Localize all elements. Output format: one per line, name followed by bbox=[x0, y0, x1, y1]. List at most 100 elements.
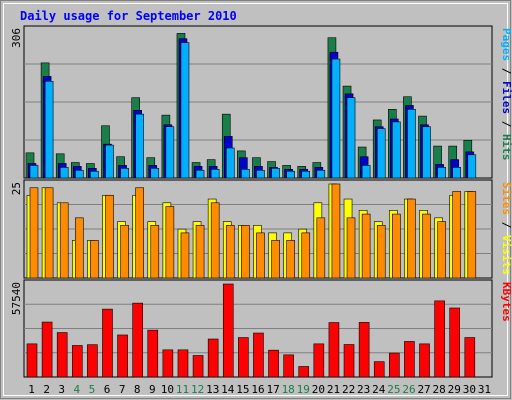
visits-bar-sites-day-2 bbox=[44, 187, 54, 279]
panel-hits: 306 Pages / Files / Hits bbox=[10, 25, 512, 179]
x-tick-label-day-26: 26 bbox=[402, 383, 415, 396]
x-tick-label-day-30: 30 bbox=[463, 383, 476, 396]
visits-bar-sites-day-13 bbox=[210, 202, 220, 279]
x-tick-label-day-11: 11 bbox=[176, 383, 189, 396]
hits-bar-pages-day-5 bbox=[90, 170, 99, 179]
hits-bar-pages-day-20 bbox=[316, 169, 326, 179]
kbytes-bar-kbytes-day-26 bbox=[404, 341, 415, 378]
kbytes-bar-kbytes-day-14 bbox=[222, 283, 234, 378]
x-tick-label-day-25: 25 bbox=[387, 383, 400, 396]
visits-ymax-label: 25 bbox=[10, 182, 23, 195]
x-tick-label-day-28: 28 bbox=[433, 383, 446, 396]
kbytes-bar-kbytes-day-7 bbox=[117, 334, 128, 378]
x-tick-label-day-7: 7 bbox=[119, 383, 126, 396]
x-tick-label-day-5: 5 bbox=[89, 383, 96, 396]
visits-bar-sites-day-29 bbox=[452, 191, 462, 279]
x-tick-label-day-15: 15 bbox=[236, 383, 249, 396]
visits-bar-sites-day-27 bbox=[422, 213, 431, 279]
x-tick-label-day-13: 13 bbox=[206, 383, 219, 396]
kbytes-bar-kbytes-day-21 bbox=[328, 322, 340, 378]
hits-legend-part: Files bbox=[500, 81, 512, 114]
kbytes-bar-kbytes-day-15 bbox=[238, 337, 249, 378]
hits-bar-pages-day-23 bbox=[361, 165, 371, 179]
kbytes-bar-kbytes-day-10 bbox=[162, 349, 174, 378]
kbytes-bar-kbytes-day-5 bbox=[87, 344, 98, 378]
x-tick-label-day-16: 16 bbox=[251, 383, 264, 396]
x-tick-label-day-23: 23 bbox=[357, 383, 370, 396]
hits-legend-part: Hits bbox=[500, 134, 512, 161]
kbytes-legend: KBytes bbox=[500, 282, 512, 322]
visits-bar-sites-day-18 bbox=[286, 240, 295, 279]
hits-bar-pages-day-21 bbox=[331, 58, 341, 179]
hits-bar-pages-day-19 bbox=[301, 170, 311, 179]
visits-bar-sites-day-8 bbox=[135, 187, 144, 279]
kbytes-bar-kbytes-day-13 bbox=[207, 338, 219, 378]
hits-bar-pages-day-18 bbox=[286, 170, 295, 179]
hits-bar-pages-day-22 bbox=[346, 97, 356, 179]
visits-bar-sites-day-4 bbox=[74, 217, 84, 279]
hits-legend: Pages / Files / Hits bbox=[500, 28, 512, 161]
visits-bar-sites-day-24 bbox=[376, 225, 386, 279]
kbytes-bar-kbytes-day-6 bbox=[102, 308, 113, 378]
hits-bar-pages-day-17 bbox=[271, 168, 280, 179]
visits-bar-sites-day-3 bbox=[59, 202, 69, 279]
kbytes-bar-kbytes-day-16 bbox=[253, 332, 264, 378]
visits-bar-sites-day-25 bbox=[392, 213, 401, 279]
visits-legend-part: Visits bbox=[500, 235, 512, 275]
x-tick-label-day-20: 20 bbox=[312, 383, 325, 396]
kbytes-bar-kbytes-day-27 bbox=[419, 343, 430, 378]
hits-bar-pages-day-10 bbox=[165, 126, 175, 179]
x-tick-label-day-27: 27 bbox=[417, 383, 430, 396]
x-tick-label-day-19: 19 bbox=[297, 383, 310, 396]
kbytes-bar-kbytes-day-4 bbox=[71, 345, 83, 378]
hits-bar-pages-day-13 bbox=[210, 168, 220, 179]
kbytes-bar-kbytes-day-11 bbox=[177, 349, 189, 378]
hits-bar-pages-day-9 bbox=[150, 168, 160, 179]
kbytes-bar-kbytes-day-8 bbox=[132, 302, 143, 378]
visits-bar-sites-day-11 bbox=[180, 232, 190, 279]
hits-ymax-label: 306 bbox=[10, 28, 23, 48]
kbytes-bar-kbytes-day-3 bbox=[56, 332, 68, 378]
kbytes-bar-kbytes-day-2 bbox=[41, 321, 53, 378]
x-tick-label-day-12: 12 bbox=[191, 383, 204, 396]
x-axis-labels: 1 2 3 4 5 6 7 8 9 10 11 12 13 14 15 16 17 18 19 20 21 22 23 24 2… bbox=[28, 383, 491, 396]
visits-bar-sites-day-1 bbox=[29, 187, 39, 279]
kbytes-bar-kbytes-day-29 bbox=[449, 307, 461, 378]
hits-bar-pages-day-7 bbox=[120, 168, 129, 179]
x-tick-label-day-9: 9 bbox=[149, 383, 156, 396]
hits-bar-pages-day-24 bbox=[376, 128, 386, 179]
visits-bar-sites-day-20 bbox=[316, 217, 326, 279]
kbytes-bar-kbytes-day-28 bbox=[434, 300, 445, 378]
x-tick-label-day-22: 22 bbox=[342, 383, 355, 396]
chart-title: Daily usage for September 2010 bbox=[20, 9, 237, 23]
x-tick-label-day-2: 2 bbox=[43, 383, 50, 396]
visits-bar-sites-day-15 bbox=[241, 225, 250, 279]
kbytes-bar-kbytes-day-20 bbox=[313, 343, 325, 378]
kbytes-bar-kbytes-day-30 bbox=[464, 337, 476, 378]
x-tick-label-day-1: 1 bbox=[28, 383, 35, 396]
visits-bar-sites-day-10 bbox=[165, 206, 175, 279]
hits-bar-pages-day-16 bbox=[256, 169, 265, 179]
visits-bar-sites-day-22 bbox=[346, 217, 356, 279]
visits-legend: Sites / Visits bbox=[500, 182, 512, 275]
x-tick-label-day-31: 31 bbox=[478, 383, 491, 396]
hits-legend-part: / bbox=[500, 61, 512, 81]
visits-bar-sites-day-9 bbox=[150, 225, 160, 279]
kbytes-bar-kbytes-day-19 bbox=[298, 366, 310, 378]
kbytes-bar-kbytes-day-18 bbox=[283, 354, 294, 378]
hits-bar-pages-day-4 bbox=[74, 169, 84, 179]
x-tick-label-day-8: 8 bbox=[134, 383, 141, 396]
kbytes-bar-kbytes-day-17 bbox=[268, 349, 279, 378]
kbytes-bar-kbytes-day-23 bbox=[358, 322, 370, 378]
x-tick-label-day-21: 21 bbox=[327, 383, 340, 396]
hits-bar-pages-day-15 bbox=[241, 168, 250, 179]
visits-bar-sites-day-12 bbox=[195, 225, 205, 279]
kbytes-bar-kbytes-day-12 bbox=[192, 355, 204, 378]
kbytes-bar-kbytes-day-1 bbox=[26, 343, 38, 378]
visits-bar-sites-day-21 bbox=[331, 183, 341, 279]
hits-bar-pages-day-8 bbox=[135, 113, 144, 179]
visits-legend-part: / bbox=[500, 215, 512, 235]
hits-legend-part: Pages bbox=[500, 28, 512, 61]
